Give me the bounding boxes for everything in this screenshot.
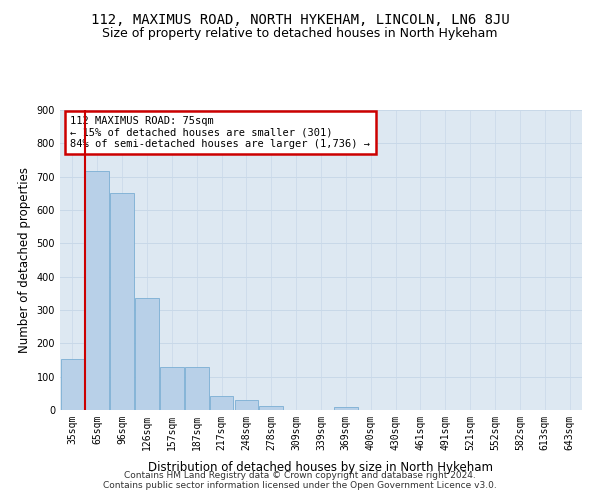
Y-axis label: Number of detached properties: Number of detached properties: [18, 167, 31, 353]
Text: 112, MAXIMUS ROAD, NORTH HYKEHAM, LINCOLN, LN6 8JU: 112, MAXIMUS ROAD, NORTH HYKEHAM, LINCOL…: [91, 12, 509, 26]
Bar: [110, 192, 134, 410]
Bar: [235, 400, 258, 410]
Bar: [135, 298, 159, 410]
Bar: [160, 367, 184, 410]
Bar: [334, 407, 358, 410]
Bar: [259, 406, 283, 410]
Text: Contains HM Land Registry data © Crown copyright and database right 2024.
Contai: Contains HM Land Registry data © Crown c…: [103, 470, 497, 490]
Bar: [61, 360, 84, 410]
Text: 112 MAXIMUS ROAD: 75sqm
← 15% of detached houses are smaller (301)
84% of semi-d: 112 MAXIMUS ROAD: 75sqm ← 15% of detache…: [70, 116, 370, 149]
Text: Size of property relative to detached houses in North Hykeham: Size of property relative to detached ho…: [102, 28, 498, 40]
Bar: [210, 396, 233, 410]
X-axis label: Distribution of detached houses by size in North Hykeham: Distribution of detached houses by size …: [149, 461, 493, 474]
Bar: [85, 171, 109, 410]
Bar: [185, 367, 209, 410]
